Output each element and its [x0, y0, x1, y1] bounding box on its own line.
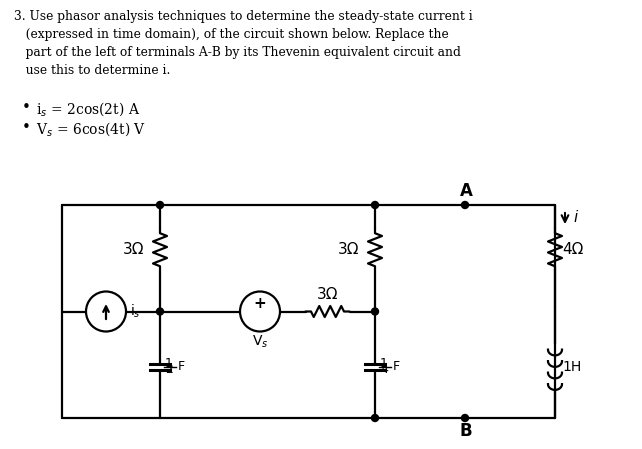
Text: 3Ω: 3Ω	[317, 287, 338, 302]
Text: use this to determine i.: use this to determine i.	[14, 64, 170, 77]
Circle shape	[372, 308, 379, 315]
Text: 1H: 1H	[562, 360, 581, 374]
Text: (expressed in time domain), of the circuit shown below. Replace the: (expressed in time domain), of the circu…	[14, 28, 449, 41]
Text: 4Ω: 4Ω	[562, 242, 584, 257]
Text: 1: 1	[380, 357, 388, 370]
Text: 3Ω: 3Ω	[123, 242, 144, 257]
Text: i$_s$: i$_s$	[130, 303, 141, 320]
Circle shape	[157, 308, 164, 315]
Text: i: i	[573, 211, 577, 225]
Circle shape	[157, 202, 164, 208]
Text: F: F	[178, 361, 185, 374]
Circle shape	[372, 202, 379, 208]
Text: •: •	[22, 120, 31, 135]
Text: F: F	[393, 361, 400, 374]
Text: part of the left of terminals A-B by its Thevenin equivalent circuit and: part of the left of terminals A-B by its…	[14, 46, 461, 59]
Text: •: •	[22, 100, 31, 115]
Text: 1: 1	[165, 357, 173, 370]
Text: +: +	[254, 295, 266, 311]
Circle shape	[462, 202, 469, 208]
Text: 4: 4	[380, 363, 388, 376]
Text: 2: 2	[165, 363, 173, 376]
Circle shape	[372, 414, 379, 422]
Text: V$_s$ = 6cos(4t) V: V$_s$ = 6cos(4t) V	[36, 120, 146, 138]
Text: i$_s$ = 2cos(2t) A: i$_s$ = 2cos(2t) A	[36, 100, 141, 118]
Circle shape	[462, 414, 469, 422]
Text: A: A	[460, 182, 473, 200]
Text: 3Ω: 3Ω	[338, 242, 360, 257]
Text: V$_s$: V$_s$	[252, 333, 268, 350]
Text: 3. Use phasor analysis techniques to determine the steady-state current i: 3. Use phasor analysis techniques to det…	[14, 10, 473, 23]
Text: B: B	[460, 422, 473, 440]
